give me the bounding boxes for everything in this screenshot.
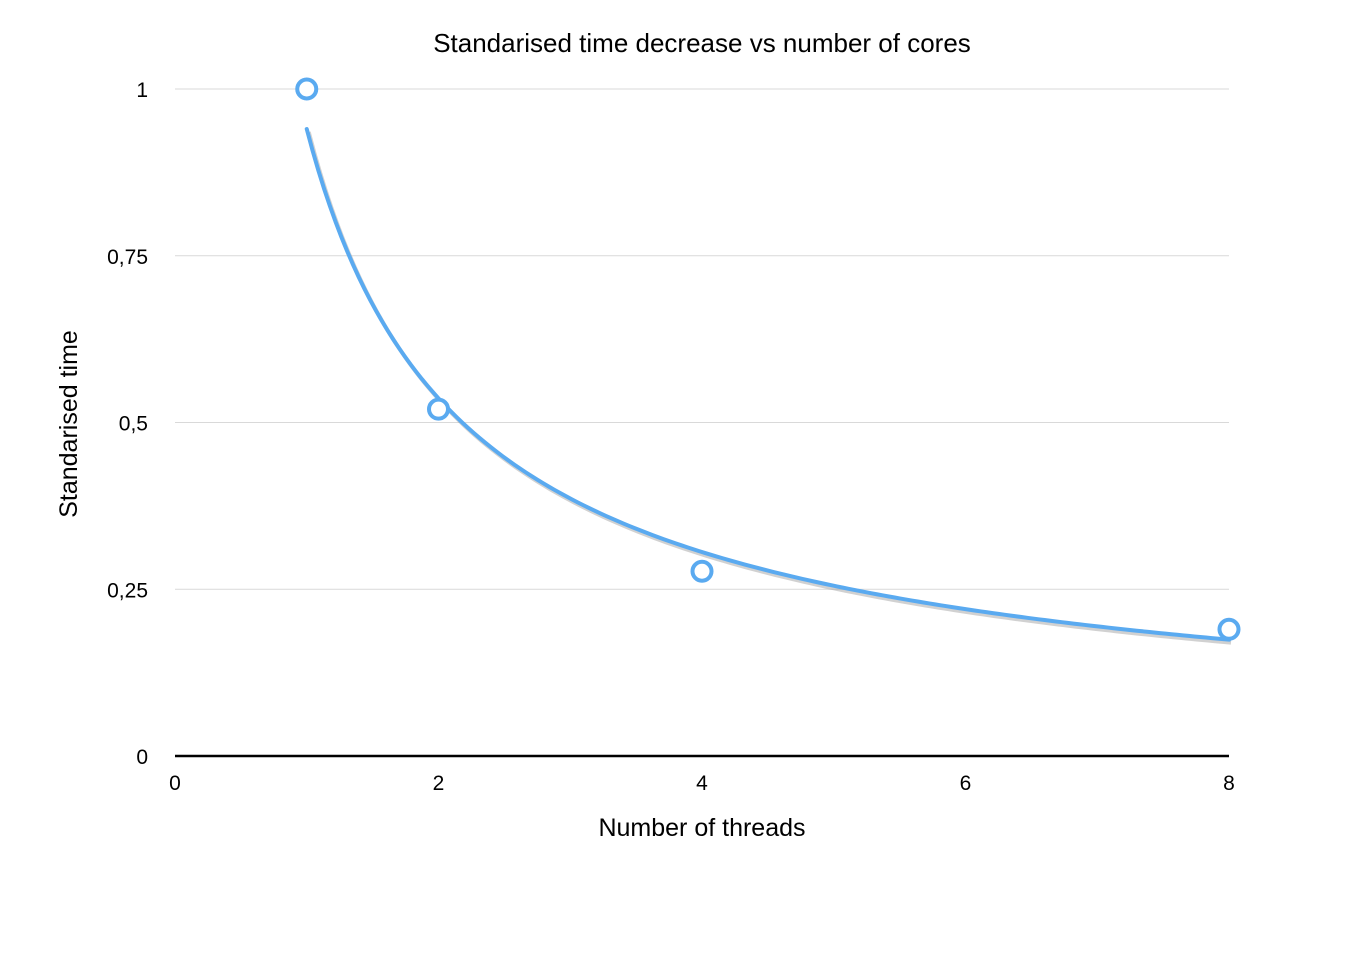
data-point — [295, 77, 319, 101]
y-axis-title: Standarised time — [55, 330, 83, 518]
gridlines — [175, 88, 1229, 590]
tick-labels: 0 0,25 0,5 0,75 1 0 2 4 6 8 — [107, 79, 1235, 795]
y-tick-label: 0,5 — [119, 413, 148, 436]
trendline — [304, 127, 1231, 642]
x-tick-label: 2 — [433, 772, 445, 795]
y-tick-label: 1 — [136, 79, 148, 102]
trendline-shadow — [306, 131, 1232, 645]
data-points — [295, 77, 1241, 641]
x-tick-label: 8 — [1223, 772, 1235, 795]
data-point — [1217, 617, 1241, 641]
data-point — [690, 559, 714, 583]
trendline-group — [304, 127, 1232, 645]
data-point — [427, 397, 450, 421]
y-tick-label: 0 — [136, 746, 148, 769]
y-tick-label: 0,75 — [107, 246, 148, 269]
x-tick-label: 6 — [960, 772, 972, 795]
x-tick-label: 4 — [696, 772, 708, 795]
x-tick-label: 0 — [169, 772, 181, 795]
x-axis-title: Number of threads — [598, 814, 805, 842]
chart-title: Standarised time decrease vs number of c… — [433, 28, 971, 58]
y-tick-label: 0,25 — [107, 579, 148, 602]
